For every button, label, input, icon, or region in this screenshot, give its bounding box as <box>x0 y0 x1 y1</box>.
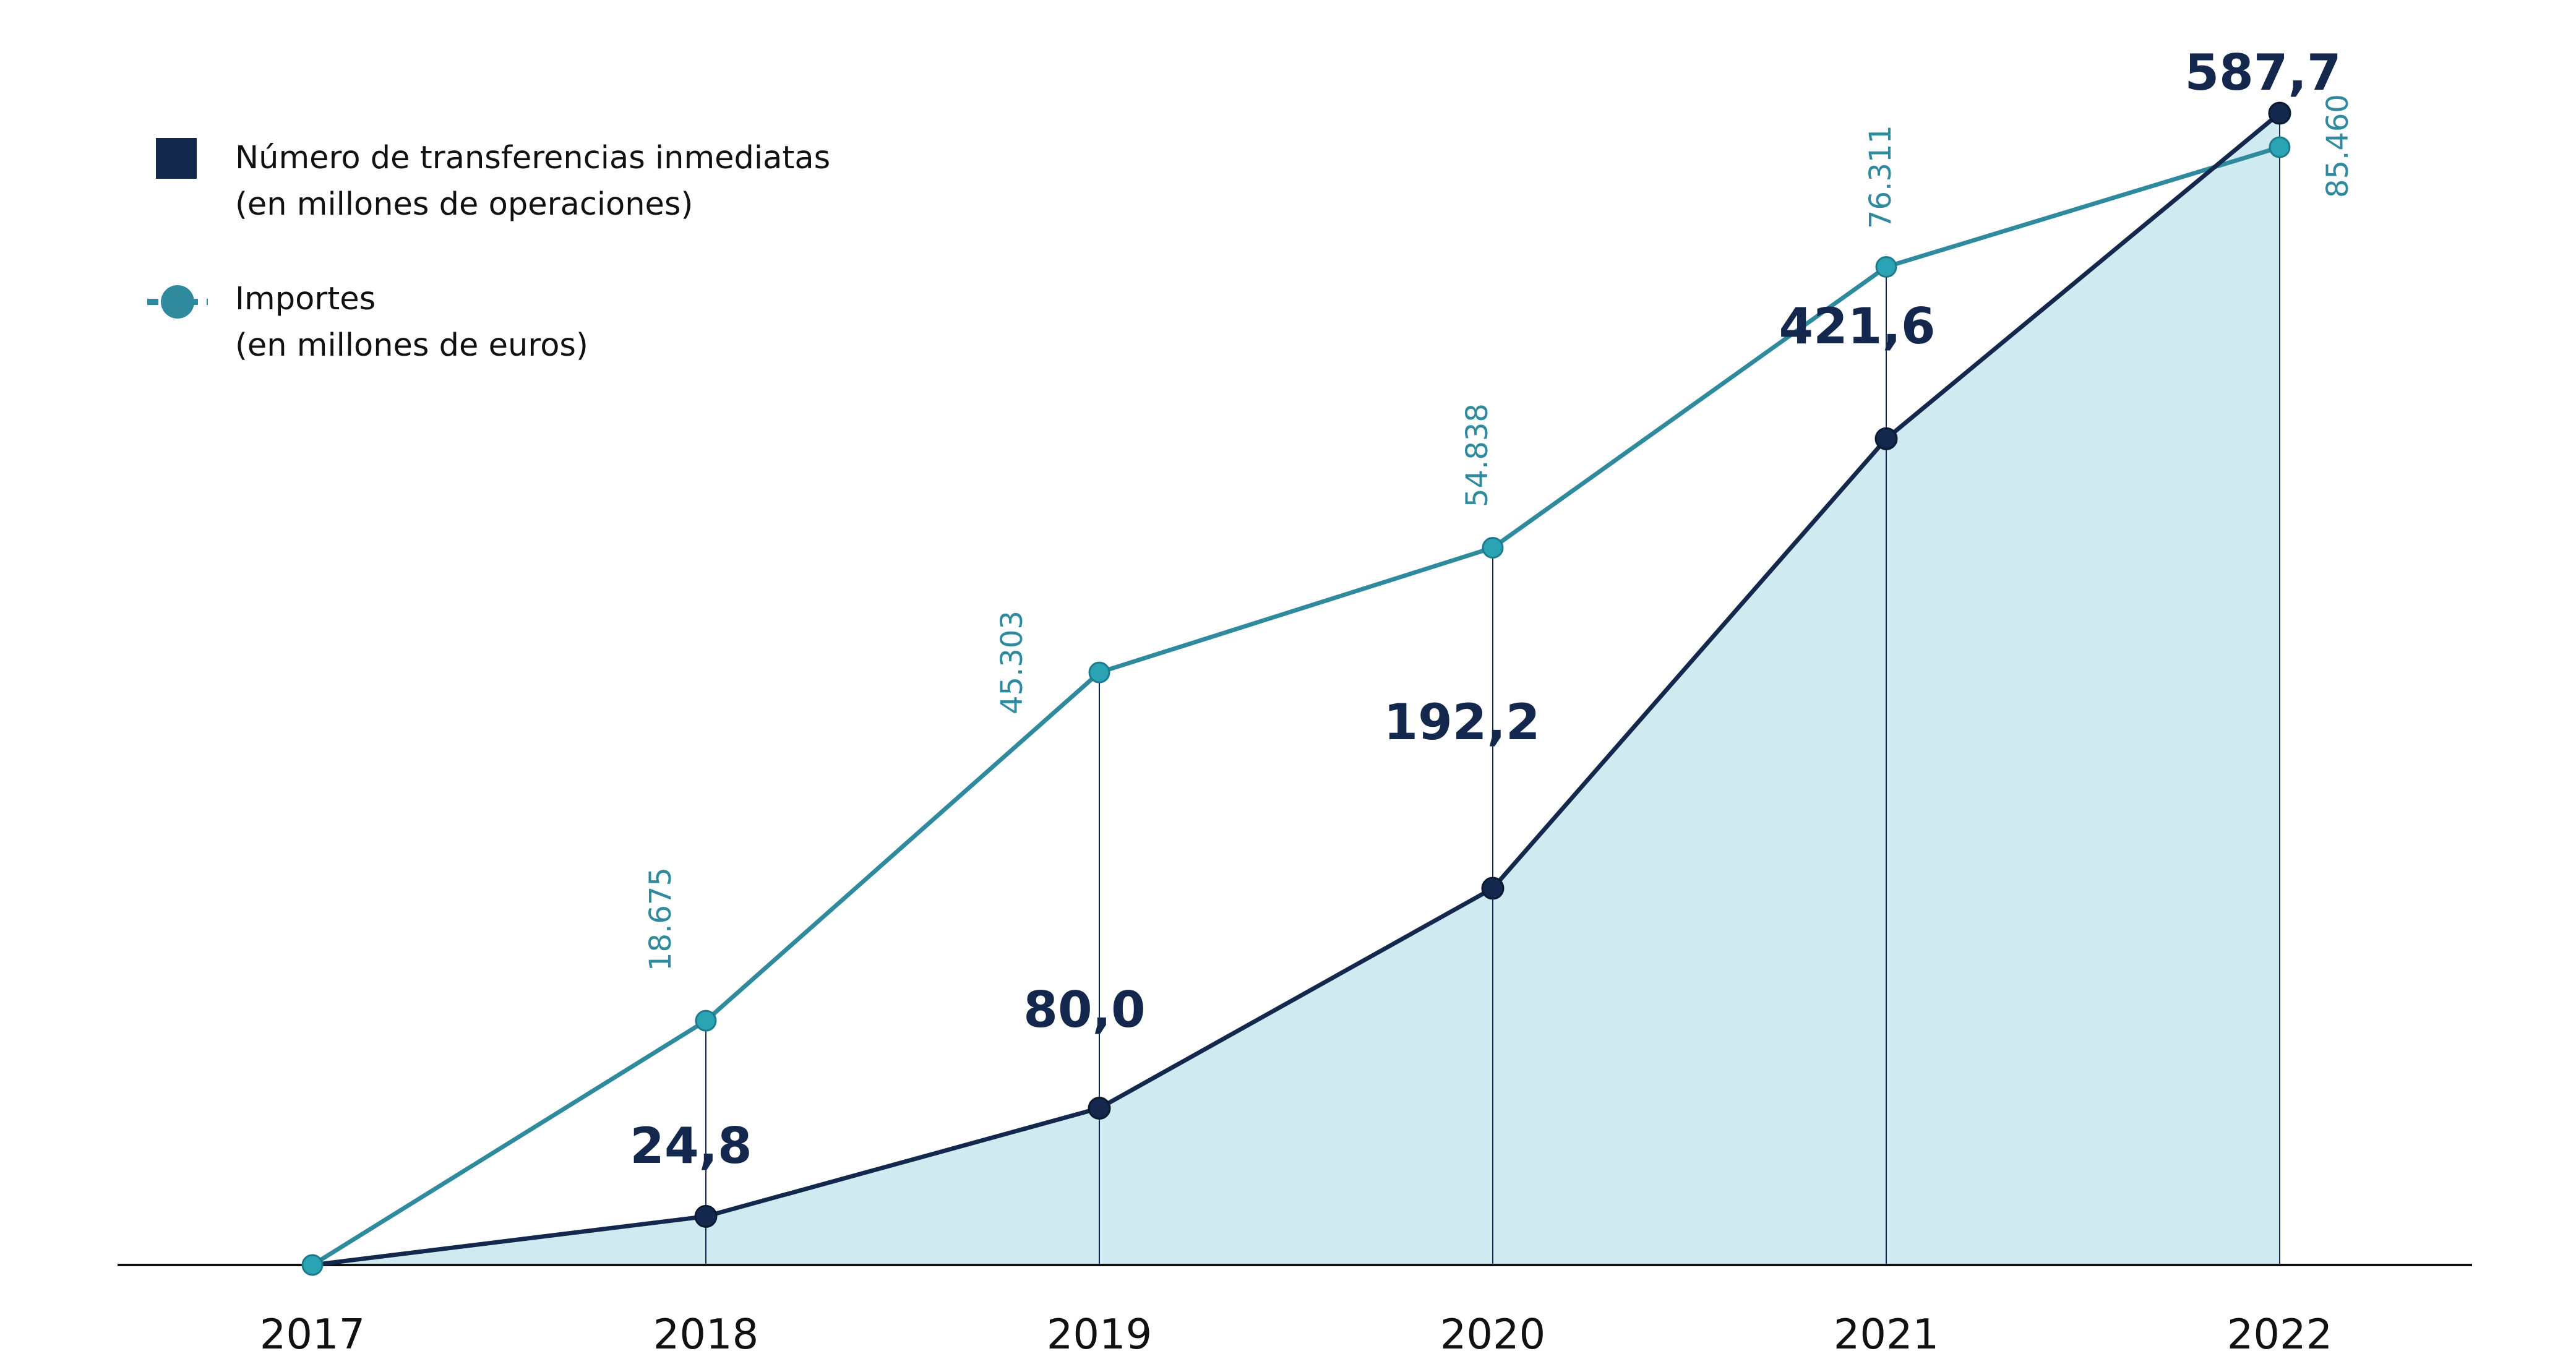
amounts-point-2022 <box>2269 136 2291 158</box>
amounts-point-2017 <box>301 1254 324 1276</box>
amounts-label-2021: 76.311 <box>1863 125 1898 229</box>
transfers-label-2022: 587,7 <box>2184 44 2341 101</box>
amounts-point-2018 <box>695 1010 717 1032</box>
transfers-line <box>312 111 2282 1267</box>
transfers-label-2018: 24,8 <box>630 1117 752 1175</box>
amounts-point-2020 <box>1482 536 1504 559</box>
transfers-point-2022 <box>2268 101 2291 125</box>
amounts-label-2019: 45.303 <box>995 611 1029 714</box>
legend-marker-amounts <box>161 285 194 319</box>
data-labels: 24,8 80,0 192,2 421,6 587,7 18.675 45.303 54.83… <box>630 44 2355 1175</box>
x-tick-2021: 2021 <box>1834 1310 1939 1358</box>
area-layer <box>312 113 2280 1265</box>
amounts-line <box>311 145 2281 1267</box>
x-tick-2022: 2022 <box>2227 1310 2333 1358</box>
legend-label-amounts-unit: (en millones de euros) <box>235 327 588 364</box>
series-lines <box>311 111 2282 1267</box>
transfers-point-2019 <box>1088 1097 1111 1120</box>
legend-label-transfers: Número de transferencias inmediatas <box>235 140 830 176</box>
legend-label-amounts: Importes <box>235 281 376 317</box>
transfers-area <box>312 113 2280 1265</box>
series-markers <box>301 101 2291 1276</box>
amounts-label-2018: 18.675 <box>643 867 678 971</box>
transfers-label-2020: 192,2 <box>1383 693 1540 751</box>
x-tick-2017: 2017 <box>260 1310 366 1358</box>
amounts-point-2021 <box>1875 255 1897 278</box>
x-tick-labels: 2017 2018 2019 2020 2021 2022 <box>260 1310 2333 1358</box>
legend-label-transfers-unit: (en millones de operaciones) <box>235 186 693 223</box>
transfers-point-2018 <box>694 1204 718 1228</box>
amounts-point-2019 <box>1088 661 1110 684</box>
transfers-point-2020 <box>1481 877 1505 900</box>
amounts-label-2020: 54.838 <box>1460 403 1495 507</box>
x-tick-2019: 2019 <box>1047 1310 1153 1358</box>
x-tick-2020: 2020 <box>1440 1310 1546 1358</box>
legend: Número de transferencias inmediatas (en … <box>147 138 830 364</box>
transfers-label-2021: 421,6 <box>1779 298 1935 355</box>
transfers-point-2021 <box>1874 427 1898 450</box>
transfers-label-2019: 80,0 <box>1023 981 1145 1039</box>
legend-swatch-transfers <box>156 138 197 179</box>
amounts-label-2022: 85.460 <box>2321 94 2355 198</box>
x-tick-2018: 2018 <box>653 1310 759 1358</box>
